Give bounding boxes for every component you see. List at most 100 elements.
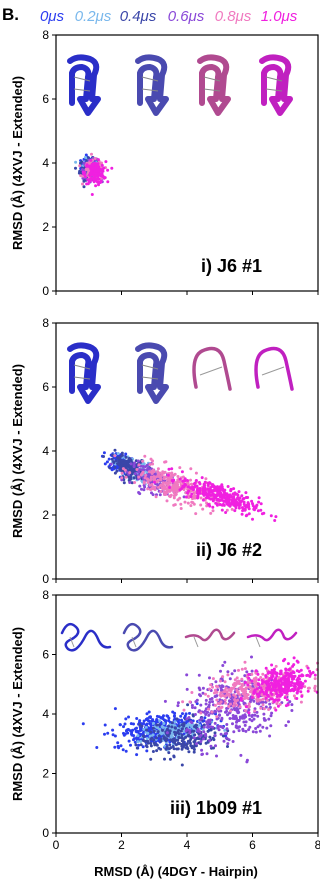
scatter-point bbox=[168, 495, 172, 499]
scatter-point bbox=[232, 701, 236, 705]
scatter-point bbox=[149, 722, 153, 726]
scatter-point bbox=[136, 729, 140, 733]
scatter-point bbox=[112, 461, 116, 464]
scatter-point bbox=[252, 690, 256, 694]
scatter-point bbox=[244, 491, 248, 495]
x-tick-label: 6 bbox=[249, 838, 256, 852]
scatter-point bbox=[106, 731, 110, 735]
scatter-point bbox=[293, 674, 297, 678]
scatter-point bbox=[148, 727, 152, 731]
scatter-point bbox=[184, 712, 188, 716]
scatter-point bbox=[149, 737, 153, 741]
scatter-point bbox=[262, 707, 266, 711]
scatter-point bbox=[232, 730, 236, 734]
scatter-point bbox=[291, 688, 295, 692]
scatter-point bbox=[150, 483, 154, 486]
scatter-point bbox=[232, 704, 235, 708]
scatter-point bbox=[222, 490, 226, 494]
scatter-point bbox=[291, 664, 295, 668]
scatter-point bbox=[113, 707, 117, 711]
scatter-point bbox=[120, 469, 124, 473]
scatter-point bbox=[124, 717, 128, 721]
scatter-point bbox=[270, 663, 274, 667]
scatter-point bbox=[241, 692, 245, 696]
scatter-point bbox=[102, 451, 106, 455]
scatter-points bbox=[100, 448, 278, 522]
scatter-point bbox=[231, 740, 235, 743]
scatter-point bbox=[118, 723, 122, 727]
scatter-point bbox=[253, 709, 257, 713]
scatter-point bbox=[136, 740, 140, 744]
scatter-point bbox=[87, 156, 90, 160]
scatter-point bbox=[176, 498, 180, 502]
scatter-point bbox=[170, 725, 174, 729]
scatter-point bbox=[220, 487, 224, 491]
scatter-point bbox=[113, 465, 117, 469]
scatter-point bbox=[208, 700, 212, 704]
scatter-point bbox=[174, 738, 178, 742]
scatter-point bbox=[255, 692, 259, 696]
scatter-point bbox=[142, 481, 146, 485]
scatter-point bbox=[91, 163, 95, 167]
scatter-point bbox=[227, 501, 231, 505]
scatter-point bbox=[284, 684, 288, 688]
x-axis-title: RMSD (Å) (4DGY - Hairpin) bbox=[94, 864, 258, 879]
structure-thumbnail bbox=[67, 342, 101, 404]
scatter-point bbox=[90, 166, 94, 170]
scatter-point bbox=[195, 742, 198, 746]
scatter-point bbox=[165, 746, 169, 750]
scatter-point bbox=[121, 748, 125, 752]
scatter-point bbox=[142, 722, 145, 725]
scatter-point bbox=[255, 687, 259, 691]
scatter-point bbox=[129, 743, 132, 747]
scatter-point bbox=[272, 667, 276, 671]
scatter-point bbox=[251, 730, 255, 734]
scatter-point bbox=[260, 682, 264, 685]
scatter-point bbox=[129, 467, 133, 471]
scatter-point bbox=[136, 459, 140, 463]
scatter-point bbox=[241, 689, 245, 693]
scatter-point bbox=[185, 743, 189, 747]
scatter-point bbox=[208, 687, 212, 691]
scatter-point bbox=[164, 719, 168, 723]
scatter-point bbox=[251, 504, 255, 508]
scatter-point bbox=[227, 738, 231, 742]
scatter-point bbox=[211, 505, 215, 509]
scatter-point bbox=[247, 673, 251, 676]
scatter-point bbox=[197, 481, 201, 484]
scatter-point bbox=[287, 674, 291, 678]
scatter-point bbox=[178, 742, 181, 746]
structure-thumbnail bbox=[259, 54, 293, 116]
scatter-point bbox=[272, 671, 276, 675]
scatter-point bbox=[208, 676, 211, 680]
scatter-point bbox=[218, 503, 222, 506]
legend-item: 0.4μs bbox=[120, 8, 157, 25]
scatter-point bbox=[285, 698, 289, 702]
scatter-point bbox=[192, 494, 196, 498]
scatter-point bbox=[239, 753, 243, 757]
scatter-point bbox=[123, 722, 127, 726]
scatter-point bbox=[120, 451, 124, 455]
scatter-point bbox=[102, 166, 106, 170]
x-tick-label: 2 bbox=[118, 838, 125, 852]
scatter-point bbox=[267, 679, 271, 683]
scatter-point bbox=[113, 454, 117, 458]
scatter-point bbox=[221, 502, 225, 506]
scatter-point bbox=[110, 468, 114, 472]
scatter-point bbox=[120, 471, 124, 475]
scatter-point bbox=[161, 725, 165, 729]
scatter-point bbox=[278, 694, 282, 698]
scatter-point bbox=[140, 724, 144, 728]
scatter-point bbox=[240, 506, 244, 510]
scatter-point bbox=[143, 454, 147, 458]
scatter-point bbox=[306, 689, 310, 693]
scatter-point bbox=[236, 698, 239, 702]
scatter-point bbox=[230, 507, 234, 511]
scatter-point bbox=[196, 494, 200, 498]
scatter-point bbox=[204, 698, 208, 702]
scatter-point bbox=[151, 487, 155, 491]
scatter-point bbox=[246, 496, 250, 499]
scatter-point bbox=[214, 680, 218, 684]
scatter-point bbox=[180, 739, 184, 743]
